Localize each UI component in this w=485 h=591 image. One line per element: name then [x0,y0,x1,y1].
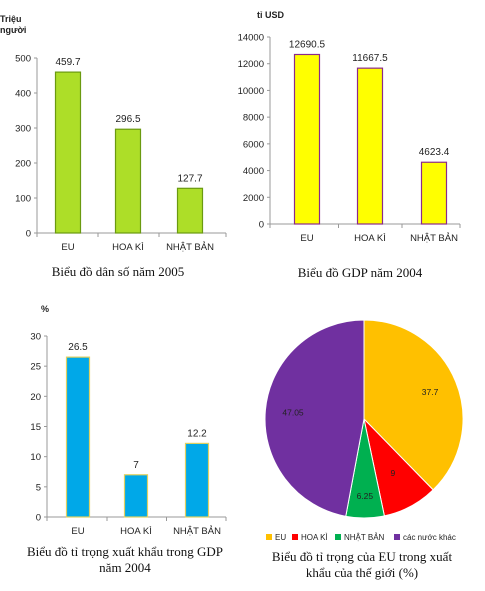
legend-swatch [292,534,298,540]
pie-title-line1: Biểu đồ tỉ trọng của EU trong xuất [272,549,453,564]
population-category-label: EU [61,242,74,253]
export-share-ytick-label: 30 [30,332,41,343]
export-share-ytick-label: 25 [30,362,41,373]
legend-swatch [394,534,400,540]
eu-export-pie-chart: Biểu đồ tỉ trọng của EU trong xuất khẩu … [264,319,464,580]
legend-label: EU [275,533,286,542]
population-value-label: 296.5 [115,114,140,125]
pie-slice [363,319,464,491]
population-ylabel-line1: Triệu [0,14,22,24]
population-category-label: NHẬT BẢN [166,241,214,253]
gdp-title: Biểu đồ GDP năm 2004 [298,265,423,280]
gdp-ytick-label: 8000 [243,113,264,124]
population-ytick-label: 500 [15,54,31,65]
legend-label: các nước khác [403,533,456,542]
gdp-bar [420,161,448,225]
export-share-value-label: 7 [133,460,139,471]
population-ytick-label: 200 [15,159,31,170]
export-share-value-label: 26.5 [68,342,88,353]
pie-slice-label: 47.05 [282,407,304,417]
export-share-ytick-label: 20 [30,392,41,403]
population-ytick-label: 400 [15,89,31,100]
pie-slice-label: 6.25 [357,491,374,501]
legend-swatch [266,534,272,540]
export-share-chart: % Biểu đồ tỉ trọng xuất khẩu trong GDP n… [27,304,227,575]
gdp-value-label: 11667.5 [352,53,388,64]
gdp-ytick-label: 0 [259,220,264,231]
gdp-ytick-label: 10000 [238,86,264,97]
pie-slice [264,319,365,517]
gdp-chart: tỉ USD Biểu đồ GDP năm 2004 0 2000 4000 600… [238,10,461,280]
population-ytick-label: 0 [26,229,31,240]
legend-label: NHẬT BẢN [344,533,385,542]
pie-slice-label: 9 [391,468,396,478]
export-share-ytick-label: 15 [30,422,41,433]
legend-swatch [335,534,341,540]
gdp-ytick-label: 4000 [243,166,264,177]
population-bar [114,128,142,234]
population-ylabel-line2: người [0,25,26,35]
gdp-bar [293,53,321,225]
export-share-title-line1: Biểu đồ tỉ trọng xuất khẩu trong GDP [27,544,223,559]
population-ytick-label: 100 [15,194,31,205]
population-ytick-label: 300 [15,124,31,135]
gdp-ytick-label: 12000 [238,59,264,70]
population-category-label: HOA KÌ [112,242,144,253]
gdp-ytick-label: 6000 [243,139,264,150]
gdp-ytick-label: 14000 [238,33,264,44]
export-share-bar [184,442,210,518]
gdp-ylabel: tỉ USD [257,10,285,20]
export-share-ytick-label: 5 [36,482,41,493]
gdp-category-label: EU [300,233,313,244]
gdp-category-label: HOA KÌ [354,233,386,244]
export-share-ylabel: % [41,304,49,314]
export-share-category-label: HOA KÌ [120,526,152,537]
gdp-value-label: 12690.5 [289,39,326,50]
export-share-category-label: NHẬT BẢN [173,525,221,537]
population-bar [176,187,204,234]
gdp-ytick-label: 2000 [243,193,264,204]
population-bar [54,71,82,234]
gdp-value-label: 4623.4 [419,147,450,158]
export-share-bar [65,356,91,518]
export-share-value-label: 12.2 [187,428,207,439]
population-chart: Triệu người Biểu đồ dân số năm 2005 0 100… [0,14,227,279]
population-value-label: 459.7 [55,57,80,68]
export-share-title-line2: năm 2004 [99,560,151,575]
gdp-category-label: NHẬT BẢN [410,232,458,244]
legend-label: HOA KÌ [301,533,328,542]
export-share-category-label: EU [71,526,84,537]
population-title: Biểu đồ dân số năm 2005 [52,264,185,279]
pie-title-line2: khẩu của thế giới (%) [306,565,418,580]
gdp-bar [356,67,384,225]
pie-slice-label: 37.7 [422,387,439,397]
export-share-ytick-label: 0 [36,513,41,524]
export-share-ytick-label: 10 [30,452,41,463]
export-share-bar [123,474,149,518]
population-value-label: 127.7 [177,173,202,184]
